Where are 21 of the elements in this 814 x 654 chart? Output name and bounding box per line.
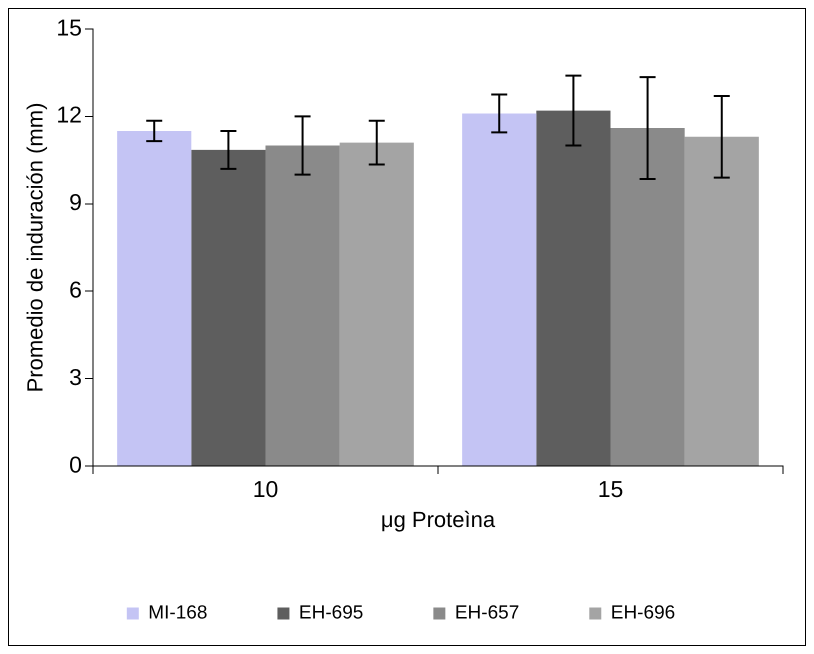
bar: [191, 150, 266, 466]
legend-label: EH-696: [610, 602, 676, 624]
legend-label: EH-695: [298, 602, 364, 624]
y-tick-label: 9: [69, 189, 82, 216]
bar: [684, 136, 759, 466]
y-tick-label: 6: [69, 276, 82, 303]
legend-label: MI-168: [148, 602, 208, 624]
y-tick-label: 0: [69, 451, 82, 478]
x-tick-label: 10: [252, 476, 278, 502]
legend-label: EH-657: [454, 602, 520, 624]
bar: [610, 128, 685, 466]
bar: [265, 146, 340, 466]
bar: [340, 142, 414, 466]
x-axis-title: μg Proteìna: [380, 506, 496, 532]
bar: [117, 130, 192, 466]
bar: [462, 113, 536, 466]
y-tick-label: 3: [69, 364, 82, 390]
y-axis-title: Promedio de induración (mm): [22, 102, 48, 392]
y-tick-label: 12: [56, 102, 82, 128]
y-tick-label: 15: [56, 14, 82, 40]
bar: [536, 110, 610, 466]
